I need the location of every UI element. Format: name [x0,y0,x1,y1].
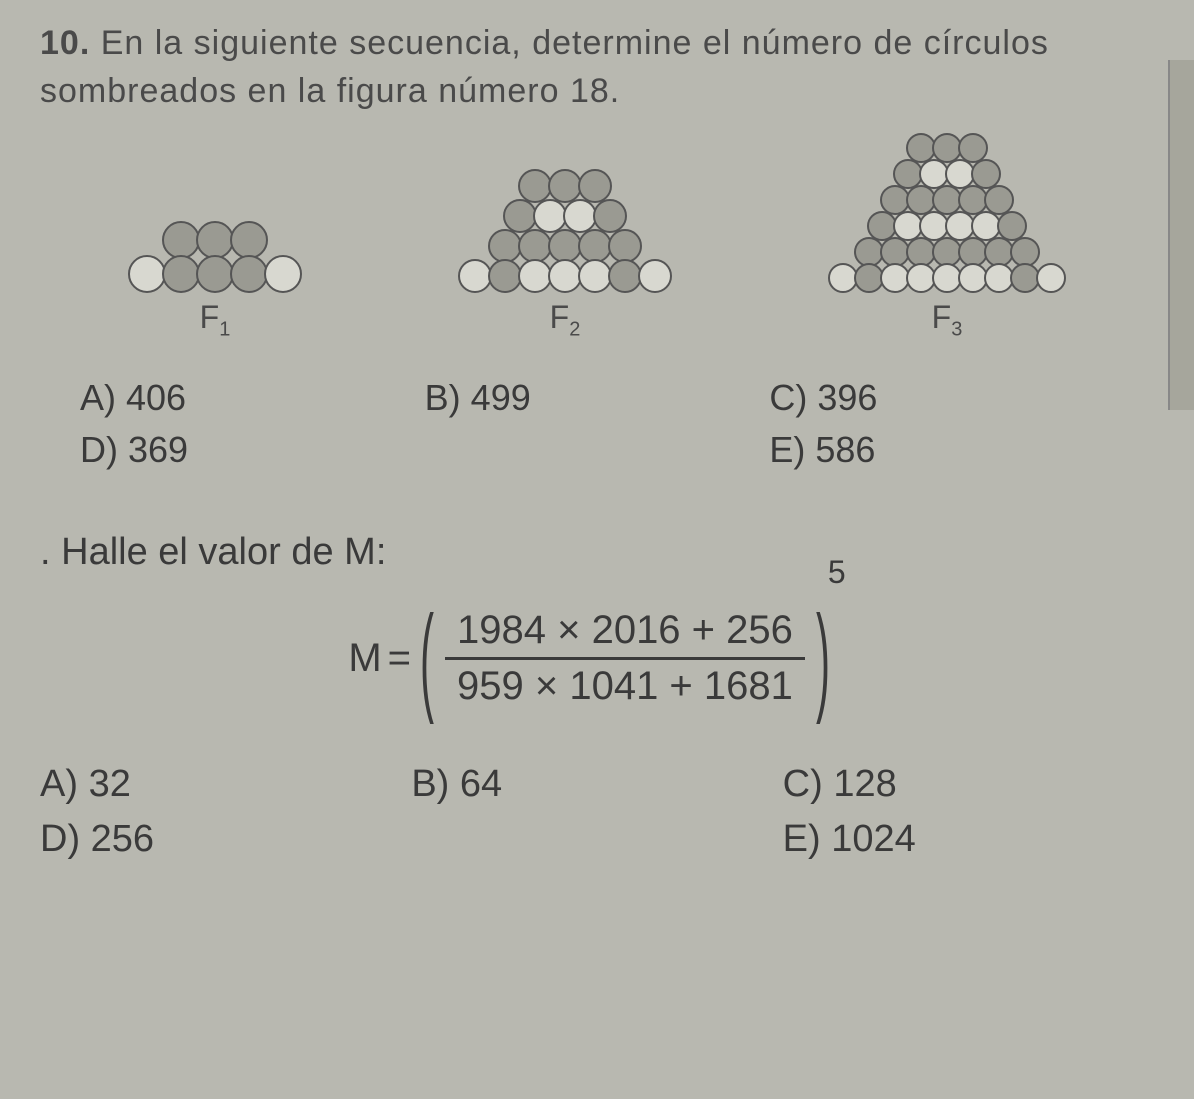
q10-options: A) 406 B) 499 C) 396 D) 369 E) 586 [40,377,1154,471]
figure-label-1: F1 [200,299,231,341]
circle-row [490,231,640,261]
unshaded-circle [548,259,582,293]
shaded-circle [488,259,522,293]
shaded-circle [578,169,612,203]
pyramid-3 [830,135,1064,291]
q10-option-b: B) 499 [425,377,770,419]
q11-option-a: A) 32 [40,763,411,806]
circle-row [130,257,300,291]
figure-label-3: F3 [932,299,963,341]
circle-row [869,213,1025,239]
shaded-circle [548,169,582,203]
unshaded-circle [264,255,302,293]
shaded-circle [608,259,642,293]
circle-row [830,265,1064,291]
figure-label-2: F2 [550,299,581,341]
formula-equals: = [388,636,411,681]
q10-option-c: C) 396 [769,377,1114,419]
circle-row [505,201,625,231]
unshaded-circle [1036,263,1066,293]
figure-2: F2 [460,171,670,341]
q11-option-b: B) 64 [411,763,782,806]
formula-block: M = ( 1984 × 2016 + 256 959 × 1041 + 168… [40,604,1154,713]
shaded-circle [548,229,582,263]
unshaded-circle [563,199,597,233]
shaded-circle [488,229,522,263]
formula-lhs: M [348,636,381,681]
shaded-circle [196,255,234,293]
question-10-body: En la siguiente secuencia, determine el … [40,24,1049,110]
denominator: 959 × 1041 + 1681 [445,660,805,713]
unshaded-circle [128,255,166,293]
shaded-circle [578,229,612,263]
shaded-circle [230,221,268,259]
q11-option-c: C) 128 [783,763,1154,806]
unshaded-circle [458,259,492,293]
figure-3: F3 [830,135,1064,341]
circle-row [908,135,986,161]
unshaded-circle [638,259,672,293]
circle-row [164,223,266,257]
figures-row: F1 F2 F3 [40,135,1154,341]
fraction: 1984 × 2016 + 256 959 × 1041 + 1681 [445,604,805,713]
q10-option-a: A) 406 [80,377,425,419]
shaded-circle [503,199,537,233]
shaded-circle [518,169,552,203]
q11-options: A) 32 B) 64 C) 128 D) 256 E) 1024 [40,763,1154,861]
q10-option-d: D) 369 [80,429,425,471]
q11-option-e: E) 1024 [783,818,1154,861]
shaded-circle [608,229,642,263]
figure-1: F1 [130,223,300,341]
shaded-circle [518,229,552,263]
q11-option-d: D) 256 [40,818,411,861]
right-paren: ) [816,610,830,706]
shaded-circle [162,255,200,293]
page-edge-marks [1168,60,1194,410]
exponent: 5 [828,554,846,591]
pyramid-1 [130,223,300,291]
question-m-prompt: . Halle el valor de M: [40,531,1154,574]
unshaded-circle [518,259,552,293]
question-10-text: 10. En la siguiente secuencia, determine… [40,20,1154,115]
pyramid-2 [460,171,670,291]
unshaded-circle [533,199,567,233]
left-paren: ( [420,610,434,706]
circle-row [895,161,999,187]
shaded-circle [162,221,200,259]
shaded-circle [196,221,234,259]
circle-row [520,171,610,201]
shaded-circle [230,255,268,293]
circle-row [856,239,1038,265]
circle-row [460,261,670,291]
unshaded-circle [578,259,612,293]
q10-option-e: E) 586 [769,429,1114,471]
question-10-number: 10. [40,24,90,62]
question-m-block: . Halle el valor de M: M = ( 1984 × 2016… [40,531,1154,861]
numerator: 1984 × 2016 + 256 [445,604,805,657]
circle-row [882,187,1012,213]
shaded-circle [593,199,627,233]
question-10-block: 10. En la siguiente secuencia, determine… [40,20,1154,471]
